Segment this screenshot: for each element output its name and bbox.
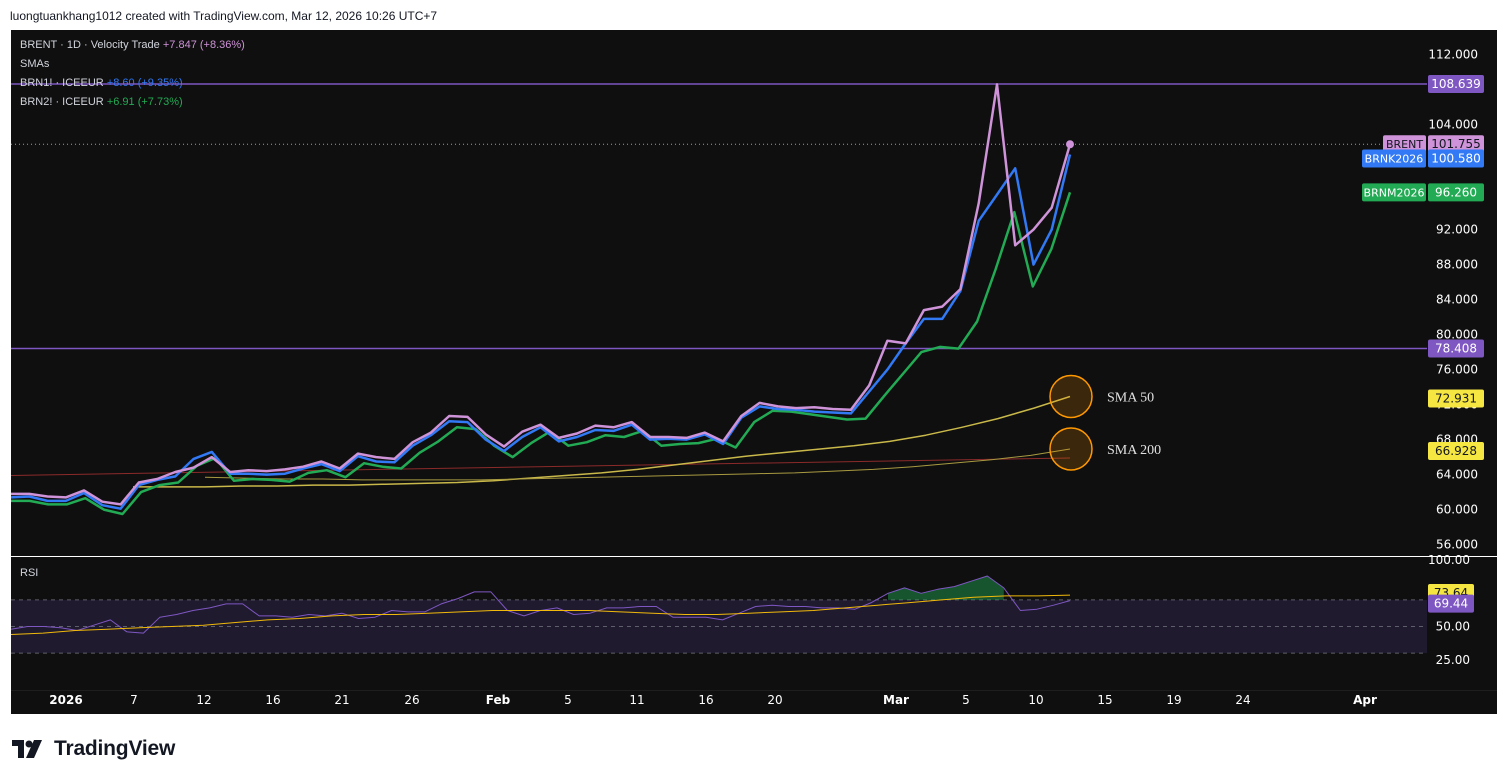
price-tick-label: 80.000 [1436,328,1478,342]
time-tick-label: 7 [130,693,138,707]
rsi-tick-label: 50.00 [1436,620,1470,634]
rsi-ma-line [10,594,1071,635]
price-label-bg [1428,75,1484,94]
price-tick-label: 60.000 [1436,503,1478,517]
sma200-line [204,448,1071,481]
legend-series2-change: +8.60 (+9.35%) [106,77,183,89]
time-tick-label: 15 [1097,693,1112,707]
time-tick-label: 5 [962,693,970,707]
sma200-annotation: SMA 200 [1107,443,1161,458]
rsi-label: RSI [20,567,39,579]
last-point-marker [1066,140,1074,149]
price-label-value: 78.408 [1435,342,1477,356]
time-tick-label: Mar [883,693,909,707]
price-label-value: 96.260 [1435,185,1477,199]
price-label-value: 108.639 [1431,77,1481,91]
time-tick-label: 12 [196,693,211,707]
tradingview-wordmark: TradingView [54,737,176,760]
time-tick-label: 5 [564,693,572,707]
price-label-bg [1428,183,1484,202]
time-tick-label: 2026 [49,693,82,707]
time-tick-label: 11 [629,693,644,707]
price-label-name: BRENT [1386,138,1423,151]
chart-credit: luongtuankhang1012 created with TradingV… [10,9,438,23]
price-tick-label: 56.000 [1436,538,1478,552]
price-label-value: 101.755 [1431,137,1481,151]
price-label-name: BRNK2026 [1365,153,1424,166]
time-tick-label: 26 [404,693,419,707]
price-label-name: BRNM2026 [1364,186,1425,199]
rsi-label-value: 69.44 [1434,597,1468,611]
legend-series3: BRN2! · ICEEUR +6.91 (+7.73%) [20,96,183,108]
legend-series3-change: +6.91 (+7.73%) [106,96,183,108]
series-line-brnk2026 [10,154,1072,510]
price-tick-label: 76.000 [1436,363,1478,377]
sma50-highlight-circle [1049,374,1093,419]
time-tick-label: 24 [1235,693,1250,707]
price-label-value: 66.928 [1435,444,1477,458]
legend-series2: BRN1! · ICEEUR +8.60 (+9.35%) [20,77,183,89]
price-label-bg [1428,441,1484,460]
sma200-highlight-circle [1049,427,1093,471]
time-tick-label: 16 [265,693,280,707]
tradingview-logo[interactable]: TradingView [12,737,175,761]
price-label-name-bg [1362,149,1426,168]
price-tick-label: 112.000 [1428,48,1478,62]
price-label-value: 72.931 [1435,391,1477,405]
series-line-brnm2026 [11,191,1072,516]
price-tick-label: 88.000 [1436,258,1478,272]
time-tick-label: 21 [334,693,349,707]
price-label-value: 100.580 [1431,152,1481,166]
legend-series2-symbol: BRN1! · ICEEUR [20,77,104,89]
price-label-bg [1428,135,1484,154]
time-tick-label: Feb [486,693,511,707]
series-line-brent [11,83,1072,506]
time-tick-label: 16 [698,693,713,707]
tradingview-icon [12,740,42,758]
legend-indicator: SMAs [20,58,50,70]
price-tick-label: 104.000 [1428,118,1478,132]
price-label-bg [1428,339,1484,358]
price-label-name-bg [1362,183,1426,202]
price-tick-label: 92.000 [1436,223,1478,237]
rsi-tick-label: 25.00 [1436,653,1470,667]
legend-main-symbol: BRENT · 1D · Velocity Trade [20,39,160,51]
legend-main-change: +7.847 (+8.36%) [162,39,245,51]
legend-main: BRENT · 1D · Velocity Trade +7.847 (+8.3… [20,39,245,51]
time-tick-label: 20 [767,693,782,707]
rsi-tick-label: 100.00 [1428,553,1470,567]
rsi-label-bg [1428,594,1474,613]
price-label-name-bg [1383,135,1426,154]
price-tick-label: 84.000 [1436,293,1478,307]
time-tick-label: 10 [1028,693,1043,707]
price-label-bg [1428,149,1484,168]
time-tick-label: 19 [1166,693,1181,707]
sma50-line [133,395,1071,488]
time-tick-label: Apr [1353,693,1377,707]
legend-series3-symbol: BRN2! · ICEEUR [20,96,104,108]
sma50-annotation: SMA 50 [1107,390,1154,405]
price-tick-label: 64.000 [1436,468,1478,482]
price-label-bg [1428,389,1484,408]
